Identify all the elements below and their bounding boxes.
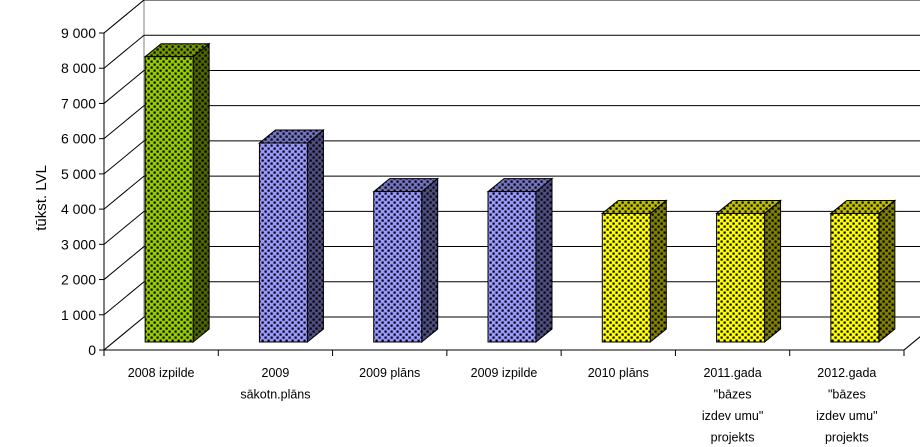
- y-tick-label: 4 000: [61, 201, 96, 217]
- bar-side: [535, 177, 553, 344]
- y-axis-title: tūkst. LVL: [33, 165, 50, 231]
- x-tick-label: 2009: [262, 366, 290, 380]
- gridline-side: [103, 175, 145, 210]
- y-tick-label: 2 000: [61, 272, 96, 288]
- side-wall: [103, 0, 145, 352]
- x-tick-label: 2009 izpilde: [471, 366, 538, 380]
- bar: [372, 177, 440, 344]
- bar-front: [258, 142, 308, 343]
- bar: [600, 199, 668, 344]
- bar: [829, 199, 897, 344]
- bar-front: [373, 191, 423, 343]
- bar-side: [192, 42, 210, 344]
- x-tick-label: izdev umu": [816, 409, 877, 423]
- gridline-side: [103, 0, 145, 34]
- x-tick-labels: 2008 izpilde 2009 sākotn.plāns 2009 plāns 20…: [128, 366, 878, 445]
- bar-front: [144, 56, 194, 343]
- y-tick-label: 3 000: [61, 236, 96, 252]
- x-tick-label: 2008 izpilde: [128, 366, 195, 380]
- gridline-side: [103, 246, 145, 280]
- x-tick-label: sākotn.plāns: [240, 388, 310, 402]
- bar: [486, 177, 554, 344]
- bar-side: [878, 199, 896, 344]
- bar-front: [830, 212, 880, 343]
- bar-front: [601, 212, 651, 343]
- bar-side: [306, 128, 324, 344]
- bar-side: [649, 199, 667, 344]
- y-tick-label: 1 000: [61, 307, 96, 323]
- gridline-side: [103, 105, 145, 140]
- y-tick-label: 8 000: [61, 60, 96, 76]
- x-tick-label: 2012.gada: [817, 366, 876, 380]
- y-tick-label: 0: [88, 342, 96, 358]
- x-tick-label: 2011.gada: [703, 366, 761, 380]
- x-tick-label: 2009 plāns: [359, 366, 420, 380]
- x-tick-label: 2010 plāns: [588, 366, 649, 380]
- y-tick-label: 5 000: [61, 166, 96, 182]
- bar-front: [716, 212, 766, 343]
- axes: [99, 32, 920, 356]
- y-tick-label: 7 000: [61, 95, 96, 111]
- bar-side: [421, 177, 439, 344]
- x-tick-label: projekts: [711, 431, 755, 445]
- x-tick-label: izdev umu": [702, 409, 763, 423]
- bar: [715, 199, 782, 344]
- bars: [143, 42, 897, 344]
- y-tick-labels: 0 1 000 2 000 3 000 4 000 5 000 6 000 7 000 8 00…: [61, 25, 96, 358]
- bar: [143, 42, 211, 344]
- gridline-side: [103, 140, 145, 175]
- gridline-side: [103, 34, 145, 69]
- gridline-side: [103, 281, 145, 316]
- x-tick-label: "bāzes: [828, 388, 866, 402]
- x-axis-end: [903, 336, 920, 351]
- bar-side: [764, 199, 782, 344]
- y-tick-label: 6 000: [61, 131, 96, 147]
- x-tick-label: projekts: [825, 431, 869, 445]
- gridline-side: [103, 210, 145, 245]
- bar-front: [487, 191, 537, 343]
- gridline-side: [103, 316, 145, 351]
- x-tick-label: "bāzes: [714, 388, 752, 402]
- y-tick-label: 9 000: [61, 25, 96, 41]
- gridline-side: [103, 70, 145, 104]
- bar: [258, 128, 325, 344]
